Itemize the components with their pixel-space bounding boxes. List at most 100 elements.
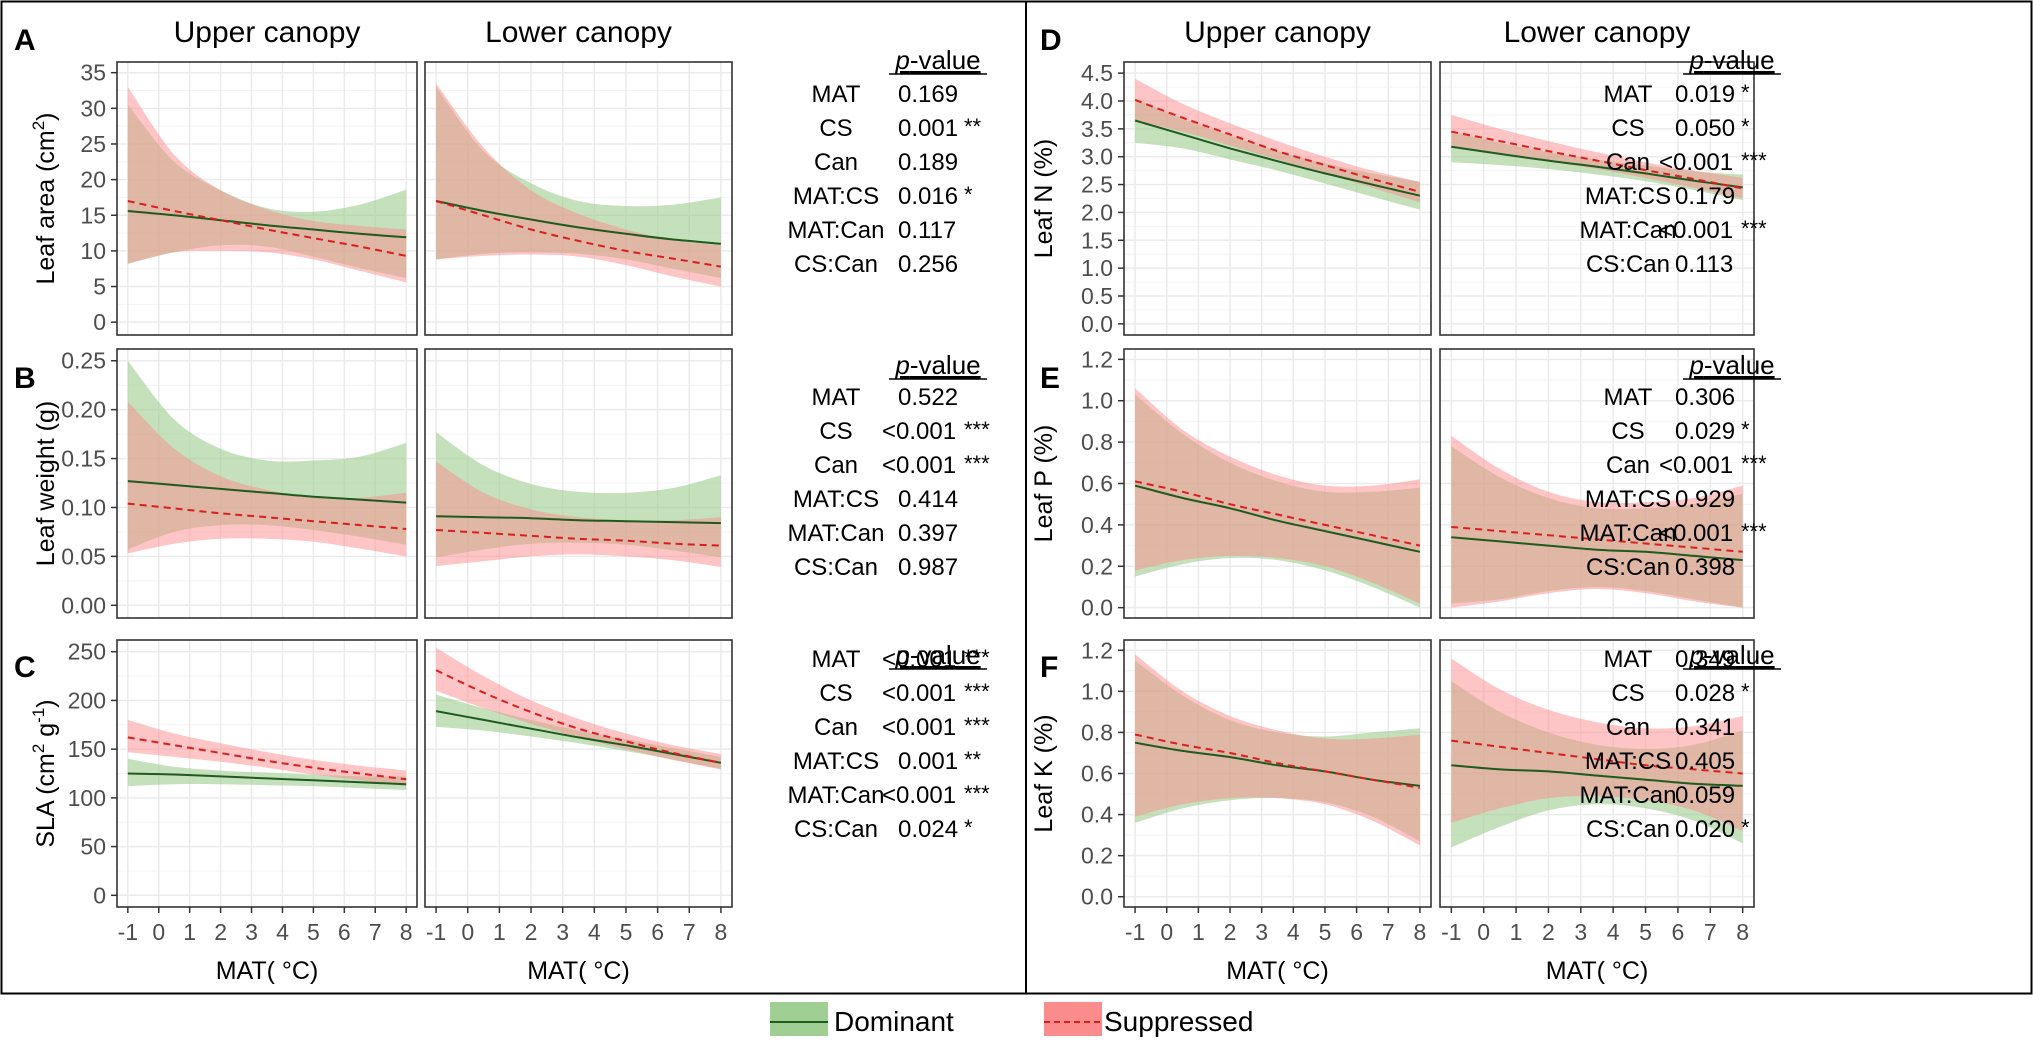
- xtick-label: 0: [461, 919, 474, 945]
- panel-e-ytick-label: 1.2: [1081, 346, 1113, 372]
- plot-frame: [116, 348, 418, 619]
- panel-d-ytick-label: 3.5: [1081, 116, 1113, 142]
- panel-a-pvalue-header: p-value: [894, 45, 980, 75]
- xtick-label: 3: [1574, 919, 1587, 945]
- panel-d-ytick-label: 3.0: [1081, 144, 1113, 170]
- pvalue-value: <0.001: [882, 714, 956, 741]
- panel-f-plot-upper: [1123, 639, 1432, 908]
- panel-d-ytick-label: 0.0: [1081, 311, 1113, 337]
- pvalue-value: <0.001: [882, 452, 956, 479]
- xtick-label: 4: [588, 919, 601, 945]
- pvalue-value: 0.522: [898, 384, 958, 411]
- panel-d-ytick-label: 1.5: [1081, 227, 1113, 253]
- pvalue-value: 0.113: [1675, 251, 1733, 278]
- xtick-label: 1: [183, 919, 196, 945]
- xtick-label: 7: [1382, 919, 1395, 945]
- xtick-label: 4: [276, 919, 289, 945]
- panel-f-ylabel: Leaf K (%): [1030, 714, 1058, 832]
- pvalue-value: <0.001: [1659, 217, 1733, 244]
- xtick-label: 1: [1510, 919, 1523, 945]
- pvalue-value: 0.341: [1675, 714, 1735, 741]
- pvalue-value: <0.001: [1659, 520, 1733, 547]
- pvalue-value: 0.405: [1675, 748, 1735, 775]
- pvalue-value: 0.024: [898, 816, 958, 843]
- panel-f-pvalue-header: p-value: [1688, 640, 1774, 670]
- xtick-label: 4: [1287, 919, 1300, 945]
- pvalue-significance: ***: [1741, 519, 1767, 544]
- pvalue-value: <0.001: [882, 782, 956, 809]
- line-dominant: [435, 200, 722, 245]
- xtick-label: 5: [1319, 919, 1332, 945]
- xtick-label: 2: [1542, 919, 1555, 945]
- xtick-label: 2: [214, 919, 227, 945]
- pvalue-significance: ***: [1741, 451, 1767, 476]
- pvalue-value: 0.189: [898, 149, 958, 176]
- plot-frame: [424, 639, 733, 908]
- xtick-label: 3: [1255, 919, 1268, 945]
- pvalue-term: MAT:CS: [1585, 486, 1671, 513]
- pvalue-term: MAT:CS: [1585, 183, 1671, 210]
- pvalue-value: 0.169: [898, 81, 958, 108]
- pvalue-term: MAT:Can: [788, 217, 885, 244]
- line-dominant: [1134, 484, 1421, 553]
- panel-b-plot-lower: [424, 348, 733, 619]
- xtick-label: 6: [338, 919, 351, 945]
- panel-f-ytick-label: 1.0: [1081, 678, 1113, 704]
- legend-dominant-key-fill: [770, 1002, 828, 1036]
- xtick-label: 7: [683, 919, 696, 945]
- xtick-label: -1: [1441, 919, 1461, 945]
- column-title: Upper canopy: [174, 16, 361, 49]
- panel-d-pvalue-header: p-value: [1688, 45, 1774, 75]
- panel-f-ytick-label: 0.2: [1081, 843, 1113, 869]
- panel-d-ytick-label: 0.5: [1081, 283, 1113, 309]
- panel-c-pvalue-header: p-value: [894, 640, 980, 670]
- pvalue-term: CS: [1611, 680, 1644, 707]
- pvalue-term: MAT:Can: [1580, 520, 1677, 547]
- pvalue-value: 0.019: [1675, 81, 1735, 108]
- panel-e-ylabel: Leaf P (%): [1030, 425, 1058, 543]
- panel-b-ytick-label: 0.15: [61, 446, 106, 472]
- pvalue-significance: ***: [964, 713, 990, 738]
- panel-c-ytick-label: 100: [68, 785, 106, 811]
- pvalue-value: 0.179: [1675, 183, 1735, 210]
- panel-f-ytick-label: 0.8: [1081, 719, 1113, 745]
- pvalue-value: 0.020: [1675, 816, 1735, 843]
- pvalue-significance: *: [964, 815, 973, 840]
- panel-b-ytick-label: 0.25: [61, 348, 106, 374]
- plot-frame: [424, 348, 733, 619]
- ribbon-suppressed: [1135, 78, 1420, 203]
- pvalue-value: 0.256: [898, 251, 958, 278]
- panel-d-ylabel: Leaf N (%): [1030, 139, 1058, 258]
- pvalue-term: MAT:Can: [1580, 782, 1677, 809]
- legend-suppressed-key-fill: [1044, 1002, 1102, 1036]
- pvalue-significance: *: [1741, 417, 1750, 442]
- xtick-label: -1: [118, 919, 138, 945]
- panel-d-plot-lower: [1439, 61, 1755, 336]
- xtick-label: 3: [556, 919, 569, 945]
- pvalue-value: 0.397: [898, 520, 958, 547]
- pvalue-term: MAT: [812, 81, 861, 108]
- panel-a-letter: A: [14, 24, 36, 57]
- xtick-label: 8: [715, 919, 728, 945]
- panel-f-ytick-label: 1.2: [1081, 637, 1113, 663]
- panel-a-ytick-label: 10: [80, 238, 106, 264]
- panel-d-ytick-label: 4.0: [1081, 88, 1113, 114]
- pvalue-term: Can: [814, 149, 858, 176]
- panel-d-ytick-label: 1.0: [1081, 255, 1113, 281]
- ribbon-suppressed: [1451, 435, 1743, 608]
- pvalue-term: MAT:CS: [793, 183, 879, 210]
- pvalue-term: CS:Can: [794, 251, 878, 278]
- panel-d-ytick-label: 2.5: [1081, 172, 1113, 198]
- panel-a-ylabel: Leaf area (cm2): [29, 112, 60, 284]
- line-suppressed: [1451, 739, 1743, 775]
- panel-c-plot-lower: [424, 639, 733, 908]
- panel-b-ytick-label: 0.00: [61, 592, 106, 618]
- panel-a-ytick-label: 30: [80, 95, 106, 121]
- pvalue-value: 0.117: [898, 217, 956, 244]
- panel-b-ylabel: Leaf weight (g): [32, 401, 60, 566]
- x-axis-label: MAT( °C): [1546, 957, 1649, 985]
- legend-suppressed-label: Suppressed: [1104, 1006, 1253, 1037]
- line-dominant: [127, 480, 407, 504]
- pvalue-term: MAT:Can: [788, 782, 885, 809]
- panel-c-plot-upper: [116, 639, 418, 908]
